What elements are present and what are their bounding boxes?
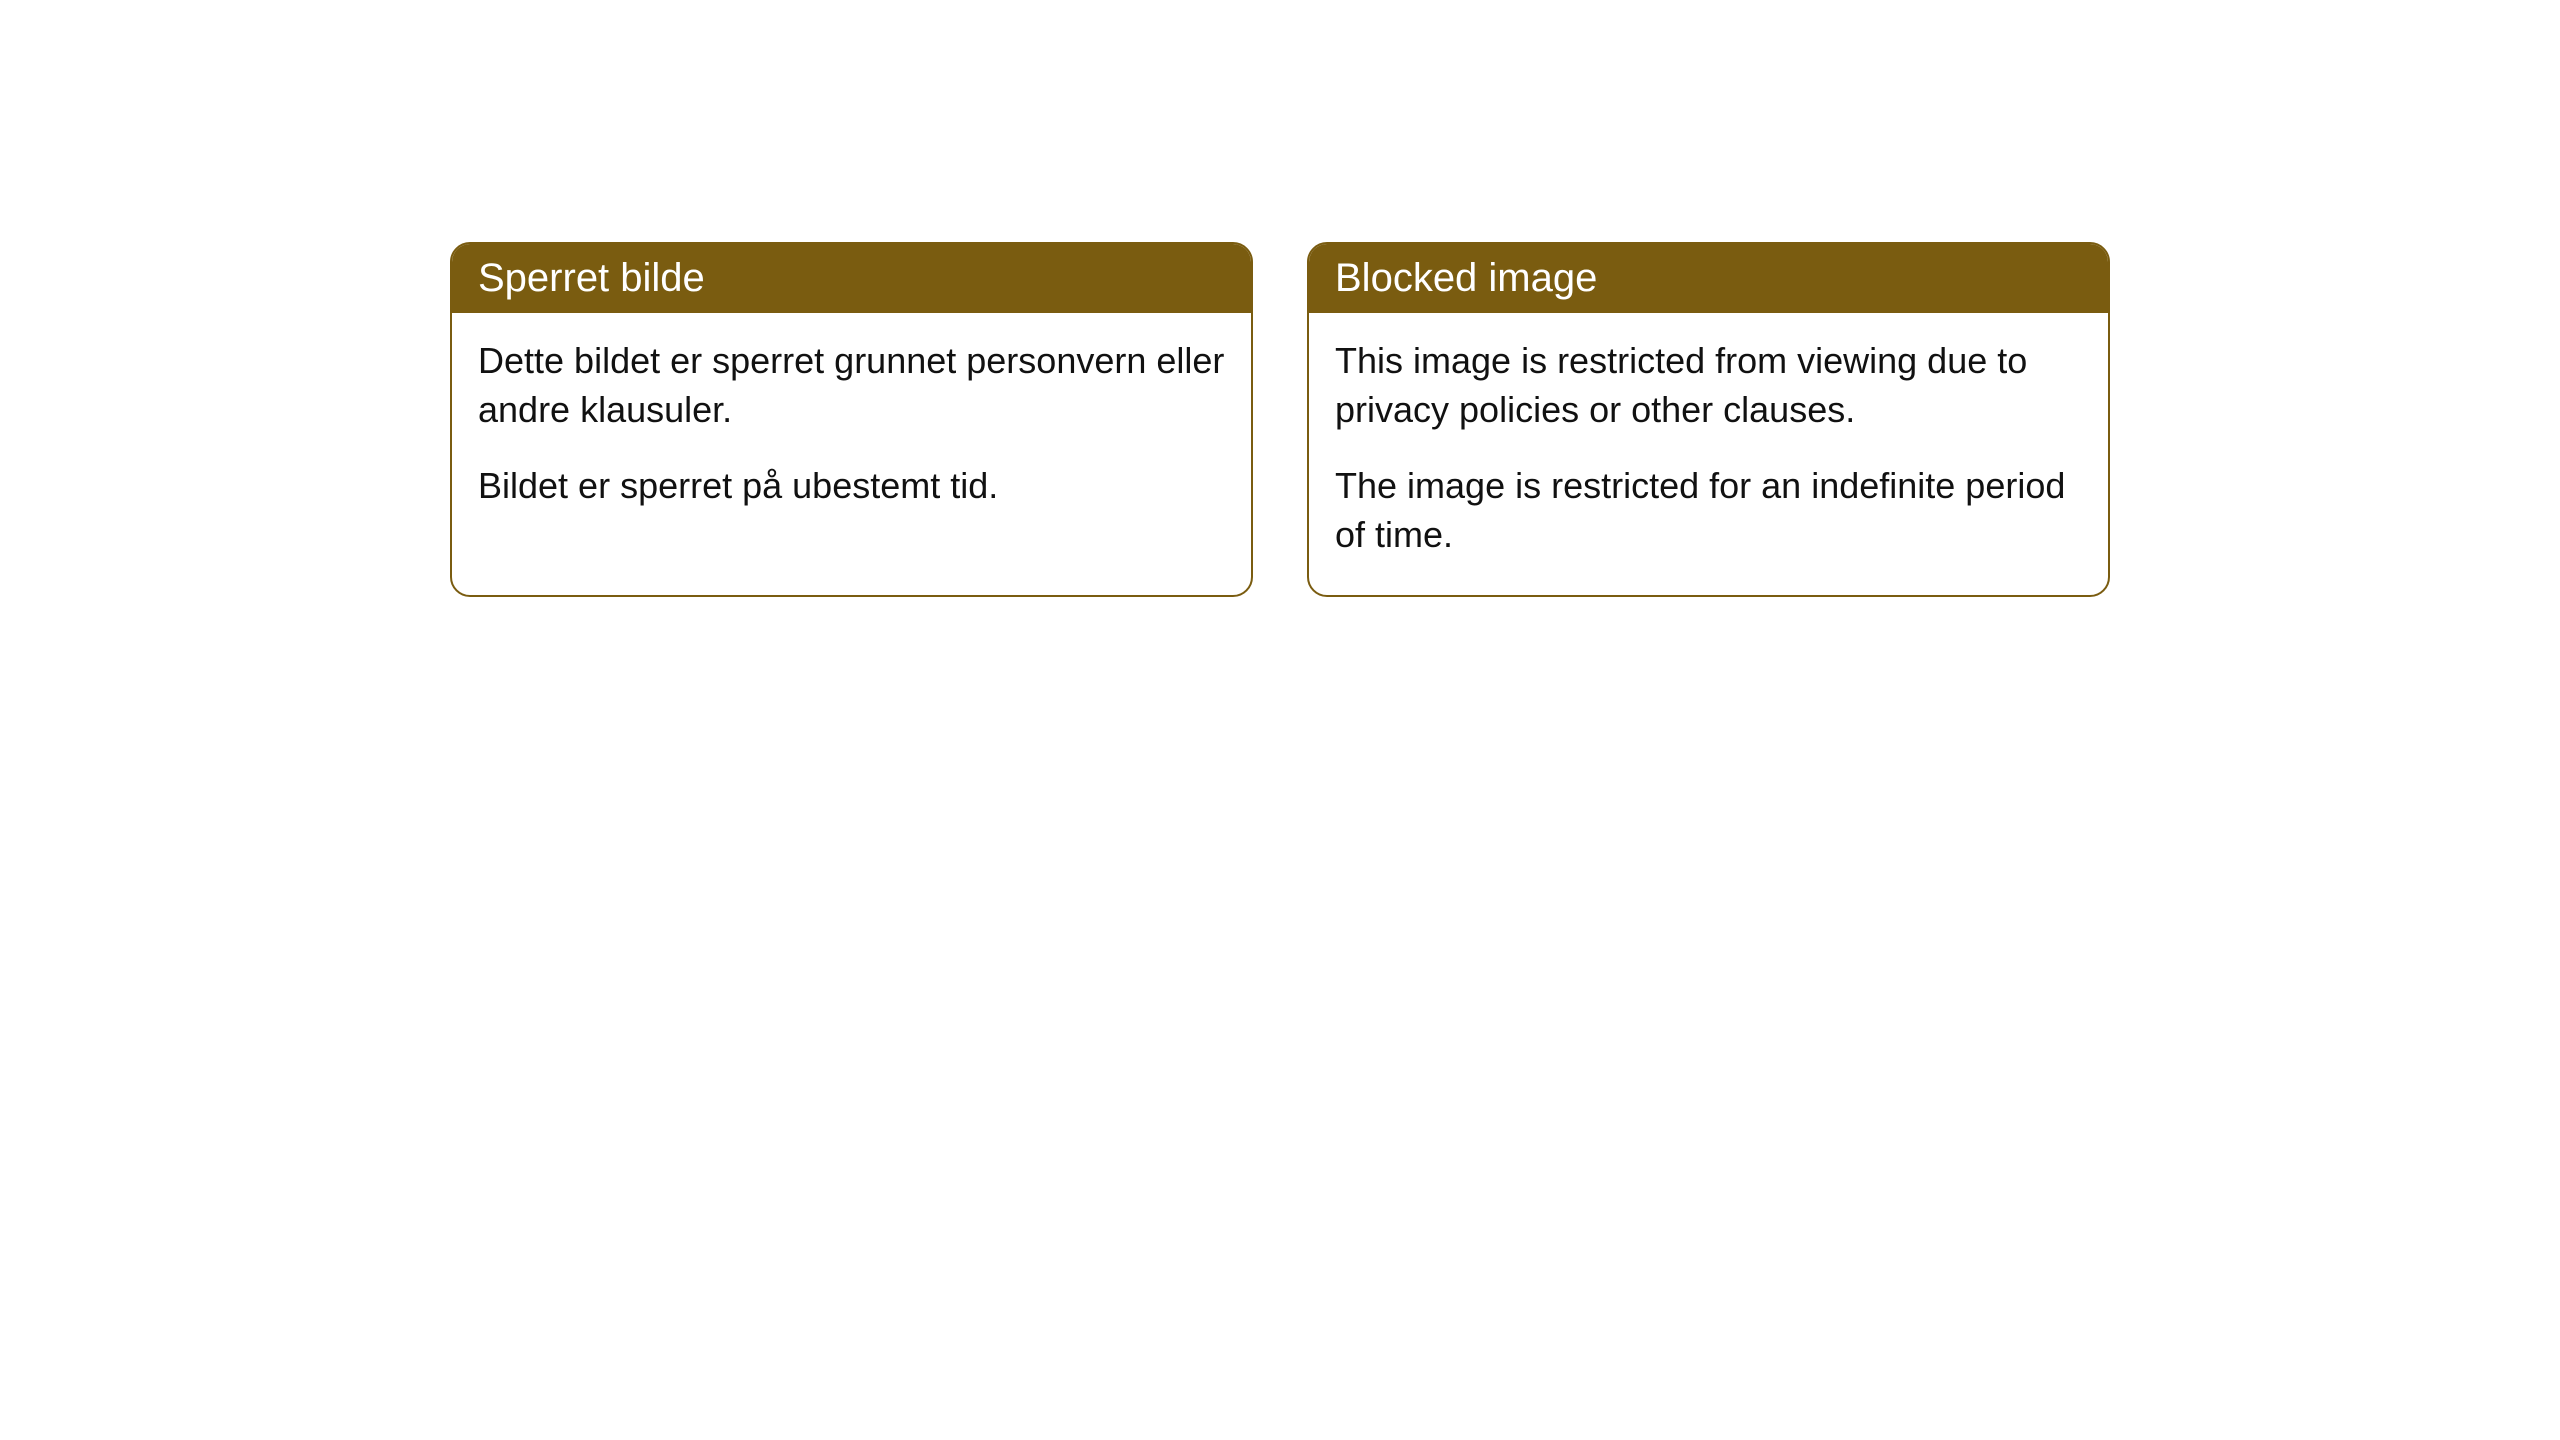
- card-paragraph-1: This image is restricted from viewing du…: [1335, 337, 2082, 434]
- card-body-norwegian: Dette bildet er sperret grunnet personve…: [452, 313, 1251, 547]
- card-title: Sperret bilde: [478, 256, 705, 300]
- card-header-english: Blocked image: [1309, 244, 2108, 313]
- card-paragraph-2: The image is restricted for an indefinit…: [1335, 462, 2082, 559]
- notice-cards-container: Sperret bilde Dette bildet er sperret gr…: [450, 242, 2560, 597]
- card-paragraph-2: Bildet er sperret på ubestemt tid.: [478, 462, 1225, 511]
- card-title: Blocked image: [1335, 256, 1597, 300]
- card-header-norwegian: Sperret bilde: [452, 244, 1251, 313]
- blocked-image-card-english: Blocked image This image is restricted f…: [1307, 242, 2110, 597]
- card-paragraph-1: Dette bildet er sperret grunnet personve…: [478, 337, 1225, 434]
- card-body-english: This image is restricted from viewing du…: [1309, 313, 2108, 595]
- blocked-image-card-norwegian: Sperret bilde Dette bildet er sperret gr…: [450, 242, 1253, 597]
